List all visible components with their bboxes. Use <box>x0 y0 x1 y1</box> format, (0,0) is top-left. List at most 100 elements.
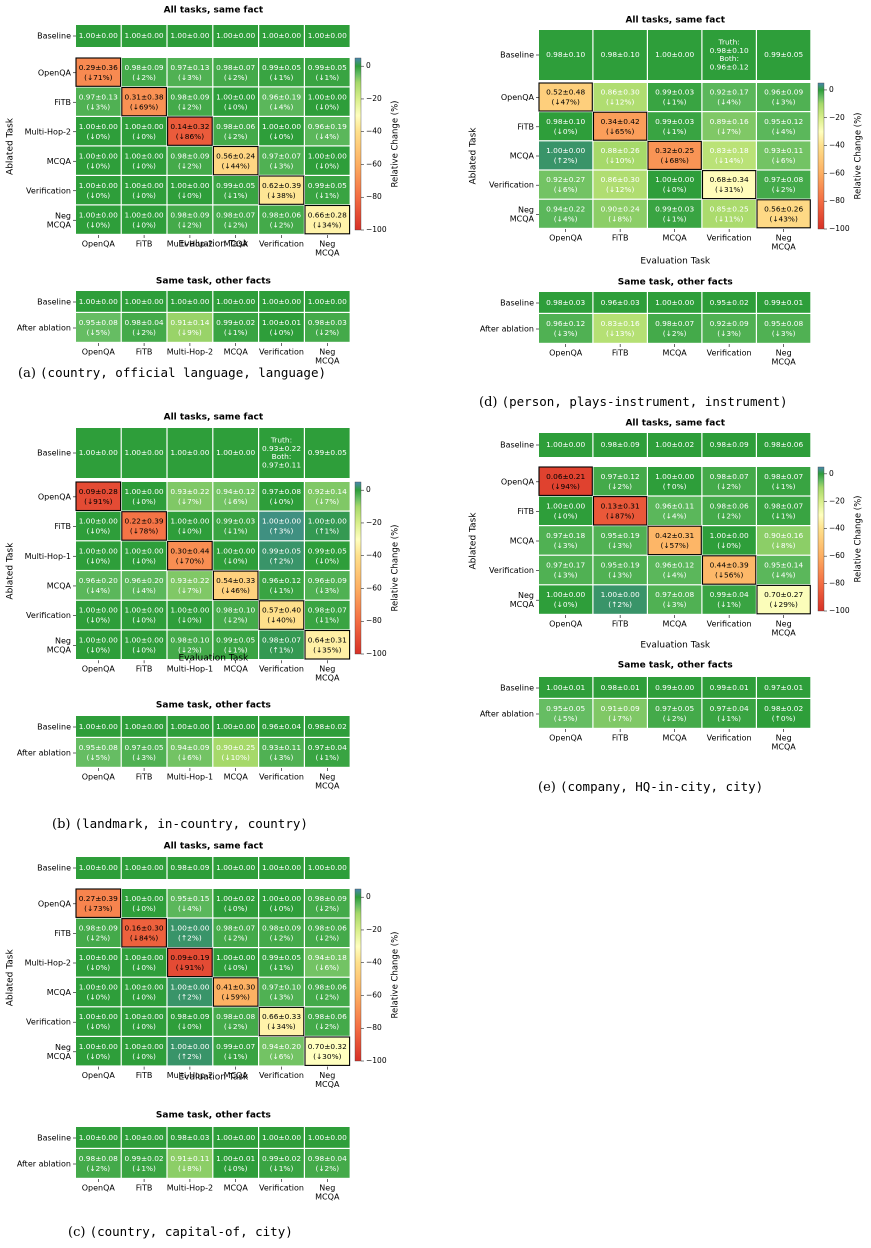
heatmap-cell <box>76 291 121 312</box>
cell-delta: (↓0%) <box>224 1164 248 1173</box>
row-label: Verification <box>26 611 71 620</box>
heatmap-cell <box>259 428 304 478</box>
cell-value: 0.98±0.06 <box>216 122 255 131</box>
cell-value: 0.92±0.17 <box>710 88 749 97</box>
colorbar-tick: −40 <box>366 551 382 560</box>
heatmap-cell <box>167 313 213 342</box>
cell-delta: (↓7%) <box>178 586 202 595</box>
cell-delta: (↓0%) <box>86 556 110 565</box>
cell-delta: (↓70%) <box>176 556 205 565</box>
cell-delta: (↓1%) <box>315 753 339 762</box>
cell-value: 1.00±0.00 <box>79 983 118 992</box>
colorbar-tick: −100 <box>366 225 387 234</box>
cell-value: 0.96±0.12 <box>710 63 749 72</box>
cell-value: 1.00±0.00 <box>262 894 301 903</box>
cell-delta: (↓6%) <box>178 753 202 762</box>
heatmap-cell <box>167 1127 213 1148</box>
cell-value: 0.98±0.07 <box>764 472 803 481</box>
cell-delta: (↓2%) <box>224 1022 248 1031</box>
ablated-row: FiTB1.00±0.00(↓0%)0.22±0.39(↓78%)1.00±0.… <box>54 511 350 541</box>
cell-value: 1.00±0.01 <box>262 318 301 327</box>
cell-value: 0.97±0.05 <box>655 704 694 713</box>
cell-delta: (↓1%) <box>315 616 339 625</box>
colorbar-tick: 0 <box>366 892 371 901</box>
colorbar-tick: −20 <box>829 113 845 122</box>
cell-delta: (↓2%) <box>224 132 248 141</box>
x-tick-label: MCQA <box>224 1071 249 1080</box>
cell-delta: (↓2%) <box>224 73 248 82</box>
heatmap-cell <box>539 526 593 555</box>
cell-value: 0.98±0.06 <box>710 501 749 510</box>
cell-delta: (↓6%) <box>772 156 796 165</box>
cell-value: 1.00±0.00 <box>216 1133 255 1142</box>
cell-value: 1.00±0.00 <box>125 31 164 40</box>
cell-value: 1.00±0.00 <box>170 181 209 190</box>
heatmap-cell <box>213 857 258 879</box>
cell-delta: (↓2%) <box>315 1022 339 1031</box>
cell-delta: (↓3%) <box>717 329 741 338</box>
cell-value: 0.92±0.27 <box>546 175 585 184</box>
heatmap-cell <box>121 889 167 918</box>
cell-value: 1.00±0.00 <box>710 531 749 540</box>
heatmap-panel-c: All tasks, same fact Baseline 1.00±0.00 1.0… <box>6 842 401 1240</box>
cell-value: 0.99±0.02 <box>125 1154 164 1163</box>
cell-value: 0.98±0.10 <box>170 635 209 644</box>
cell-value: 1.00±0.00 <box>79 517 118 526</box>
x-tick-label: FiTB <box>136 1071 153 1080</box>
heatmap-cell <box>757 677 811 698</box>
heatmap-cell <box>213 738 258 767</box>
ablated-row: FiTB 1.00±0.00(↓0%) 0.13±0.31(↓87%) 0.96±0.… <box>517 496 811 526</box>
cell-value: 1.00±0.02 <box>216 894 255 903</box>
heatmap-cell <box>305 600 350 630</box>
heatmap-cell <box>121 630 167 659</box>
cell-delta: (↓0%) <box>315 556 339 565</box>
cell-value: 1.00±0.00 <box>125 151 164 160</box>
cell-delta: (↓65%) <box>606 127 635 136</box>
cell-delta: (↓1%) <box>224 645 248 654</box>
cell-value: 0.99±0.04 <box>710 590 749 599</box>
cell-delta: (↓0%) <box>132 132 156 141</box>
y-axis-label: Ablated Task <box>6 542 16 600</box>
cell-value: 0.96±0.12 <box>546 319 585 328</box>
x-tick-label: Verification <box>259 1184 304 1193</box>
cell-value: 0.98±0.06 <box>262 210 301 219</box>
cell-delta: (↓2%) <box>315 904 339 913</box>
heatmap-cell <box>593 467 647 496</box>
heatmap-cell <box>702 292 756 313</box>
heatmap-cell <box>757 30 811 80</box>
x-tick-label: FiTB <box>612 234 629 243</box>
heatmap-cell <box>121 146 167 175</box>
heatmap-cell <box>702 314 756 343</box>
cell-delta: (↓43%) <box>769 214 798 223</box>
cell-value: 0.96±0.19 <box>262 92 301 101</box>
cell-delta: (↓0%) <box>86 963 110 972</box>
diagonal-cell <box>212 570 259 601</box>
colorbar: 0 −20 −40 −60 −80 −100 Relative Change (%) <box>354 481 401 658</box>
cell-value: 0.99±0.05 <box>308 181 347 190</box>
heatmap-cell <box>76 87 121 116</box>
cell-value: 1.00±0.00 <box>125 297 164 306</box>
cell-value: 0.93±0.22 <box>262 444 301 453</box>
heatmap-cell <box>121 948 167 977</box>
row-label: MCQA <box>510 600 535 609</box>
colorbar-tick: −60 <box>366 159 382 168</box>
diagonal-cell <box>258 600 305 630</box>
cell-value: 0.98±0.09 <box>170 863 209 872</box>
heatmap-cell <box>648 555 702 585</box>
cell-value: 0.99±0.05 <box>308 448 347 457</box>
heatmap-cell <box>213 1149 258 1178</box>
heatmap-cell <box>259 630 304 659</box>
heatmap-cell <box>213 630 258 659</box>
colorbar-tick: −80 <box>366 192 382 201</box>
heatmap-cell <box>121 482 167 511</box>
cell-delta: (↓1%) <box>717 714 741 723</box>
panel-bottom-title: Same task, other facts <box>156 1111 271 1121</box>
cell-value: 0.97±0.05 <box>125 743 164 752</box>
heatmap-cell <box>213 25 258 47</box>
heatmap-cell <box>213 58 258 87</box>
heatmap-cell <box>305 176 350 205</box>
cell-value: 0.99±0.05 <box>262 546 301 555</box>
heatmap-cell <box>167 482 213 511</box>
heatmap-cell <box>305 738 350 767</box>
cell-value: 1.00±0.00 <box>125 546 164 555</box>
